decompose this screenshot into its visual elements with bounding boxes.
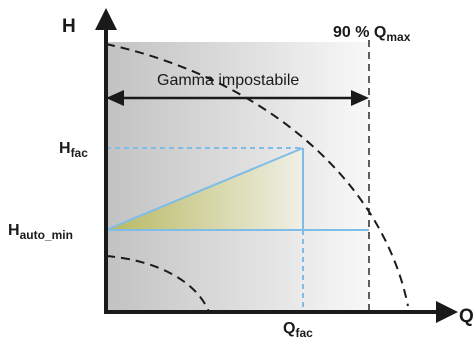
max-pump-curve [105,43,409,307]
y-axis-arrow-icon [95,8,117,30]
triangle-slope-line [105,147,304,231]
x-axis-label: Q [459,306,474,327]
range-arrow [106,90,369,106]
axes [95,8,458,323]
range-label: Gamma impostabile [157,72,299,89]
qmax-label: 90 % Qmax [333,24,411,44]
hauto-min-label: Hauto_min [8,222,73,242]
min-pump-curve [105,255,210,313]
y-axis-label: H [62,16,76,37]
qfac-label: Qfac [283,320,313,340]
x-axis-arrow-icon [436,301,458,323]
hfac-label: Hfac [59,140,88,160]
